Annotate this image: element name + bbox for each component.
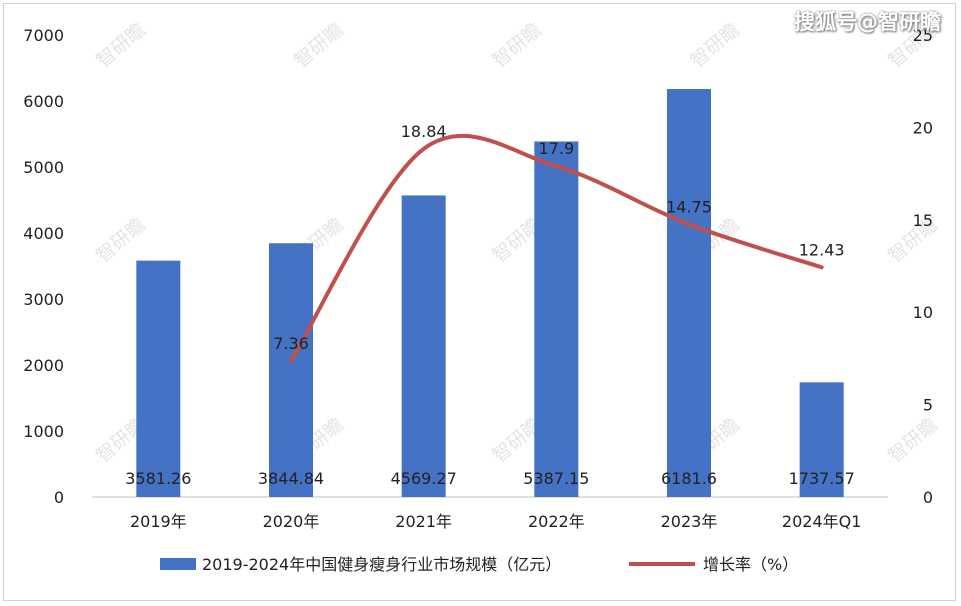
data-labels: 3581.26 3844.84 4569.27 5387.15 6181.6 1737.5…: [125, 122, 855, 488]
line-value-label: 12.43: [799, 240, 845, 259]
bar: [667, 89, 711, 497]
line-value-label: 18.84: [401, 122, 447, 141]
legend-bar-label: 2019-2024年中国健身瘦身行业市场规模（亿元）: [202, 555, 561, 574]
y-left-tick-label: 6000: [23, 92, 64, 111]
legend-line-label: 增长率（%）: [703, 555, 798, 574]
x-tick-label: 2023年: [661, 512, 718, 531]
y-left-tick-label: 1000: [23, 422, 64, 441]
watermark-text: 智研瞻: [884, 414, 942, 468]
legend: 2019-2024年中国健身瘦身行业市场规模（亿元） 增长率（%）: [160, 555, 798, 574]
line-value-label: 17.9: [539, 139, 575, 158]
brand-watermark: 搜狐号@智研瞻: [794, 10, 941, 34]
watermark-text: 智研瞻: [92, 214, 150, 268]
y-right-tick-label: 15: [913, 211, 933, 230]
y-right-tick-label: 0: [923, 488, 933, 507]
legend-bar-swatch: [160, 558, 196, 570]
x-tick-label: 2024年Q1: [782, 512, 862, 531]
x-tick-label: 2020年: [263, 512, 320, 531]
y-right-tick-label: 20: [913, 118, 933, 137]
bar: [799, 382, 844, 497]
x-tick-label: 2019年: [130, 512, 187, 531]
line-series: [289, 133, 824, 363]
bar-series: [136, 89, 844, 498]
chart-frame: [3, 3, 956, 601]
line-value-label: 14.75: [666, 197, 712, 216]
watermark-text: 智研瞻: [92, 19, 150, 73]
x-tick-label: 2021年: [395, 512, 452, 531]
watermark-text: 智研瞻: [488, 19, 546, 73]
y-left-tick-label: 0: [54, 488, 64, 507]
bar: [401, 195, 446, 498]
bar-value-label: 3844.84: [258, 469, 324, 488]
y-right-tick-label: 5: [923, 396, 933, 415]
y-left-tick-label: 4000: [23, 224, 64, 243]
y-left-tick-label: 5000: [23, 158, 64, 177]
bar: [269, 243, 313, 497]
bar-value-label: 4569.27: [391, 469, 457, 488]
y-left-tick-label: 2000: [23, 356, 64, 375]
bar-value-label: 6181.6: [661, 469, 717, 488]
bar-value-label: 1737.57: [789, 469, 855, 488]
bar: [534, 141, 579, 497]
y-left-tick-label: 3000: [23, 290, 64, 309]
axes-layer: 0 1000 2000 3000 4000 5000 6000 7000 0 5 10 15 20 25 2…: [23, 26, 933, 531]
x-tick-label: 2022年: [528, 512, 585, 531]
watermark-text: 智研瞻: [290, 19, 348, 73]
growth-line: [289, 133, 824, 363]
line-value-label: 7.36: [273, 334, 309, 353]
bar-value-label: 5387.15: [523, 469, 589, 488]
y-right-tick-label: 10: [913, 303, 933, 322]
watermark-text: 智研瞻: [686, 19, 744, 73]
bar-value-label: 3581.26: [125, 469, 191, 488]
y-left-tick-label: 7000: [23, 26, 64, 45]
bar: [136, 260, 181, 497]
y-right-tick-label: 25: [913, 26, 933, 45]
